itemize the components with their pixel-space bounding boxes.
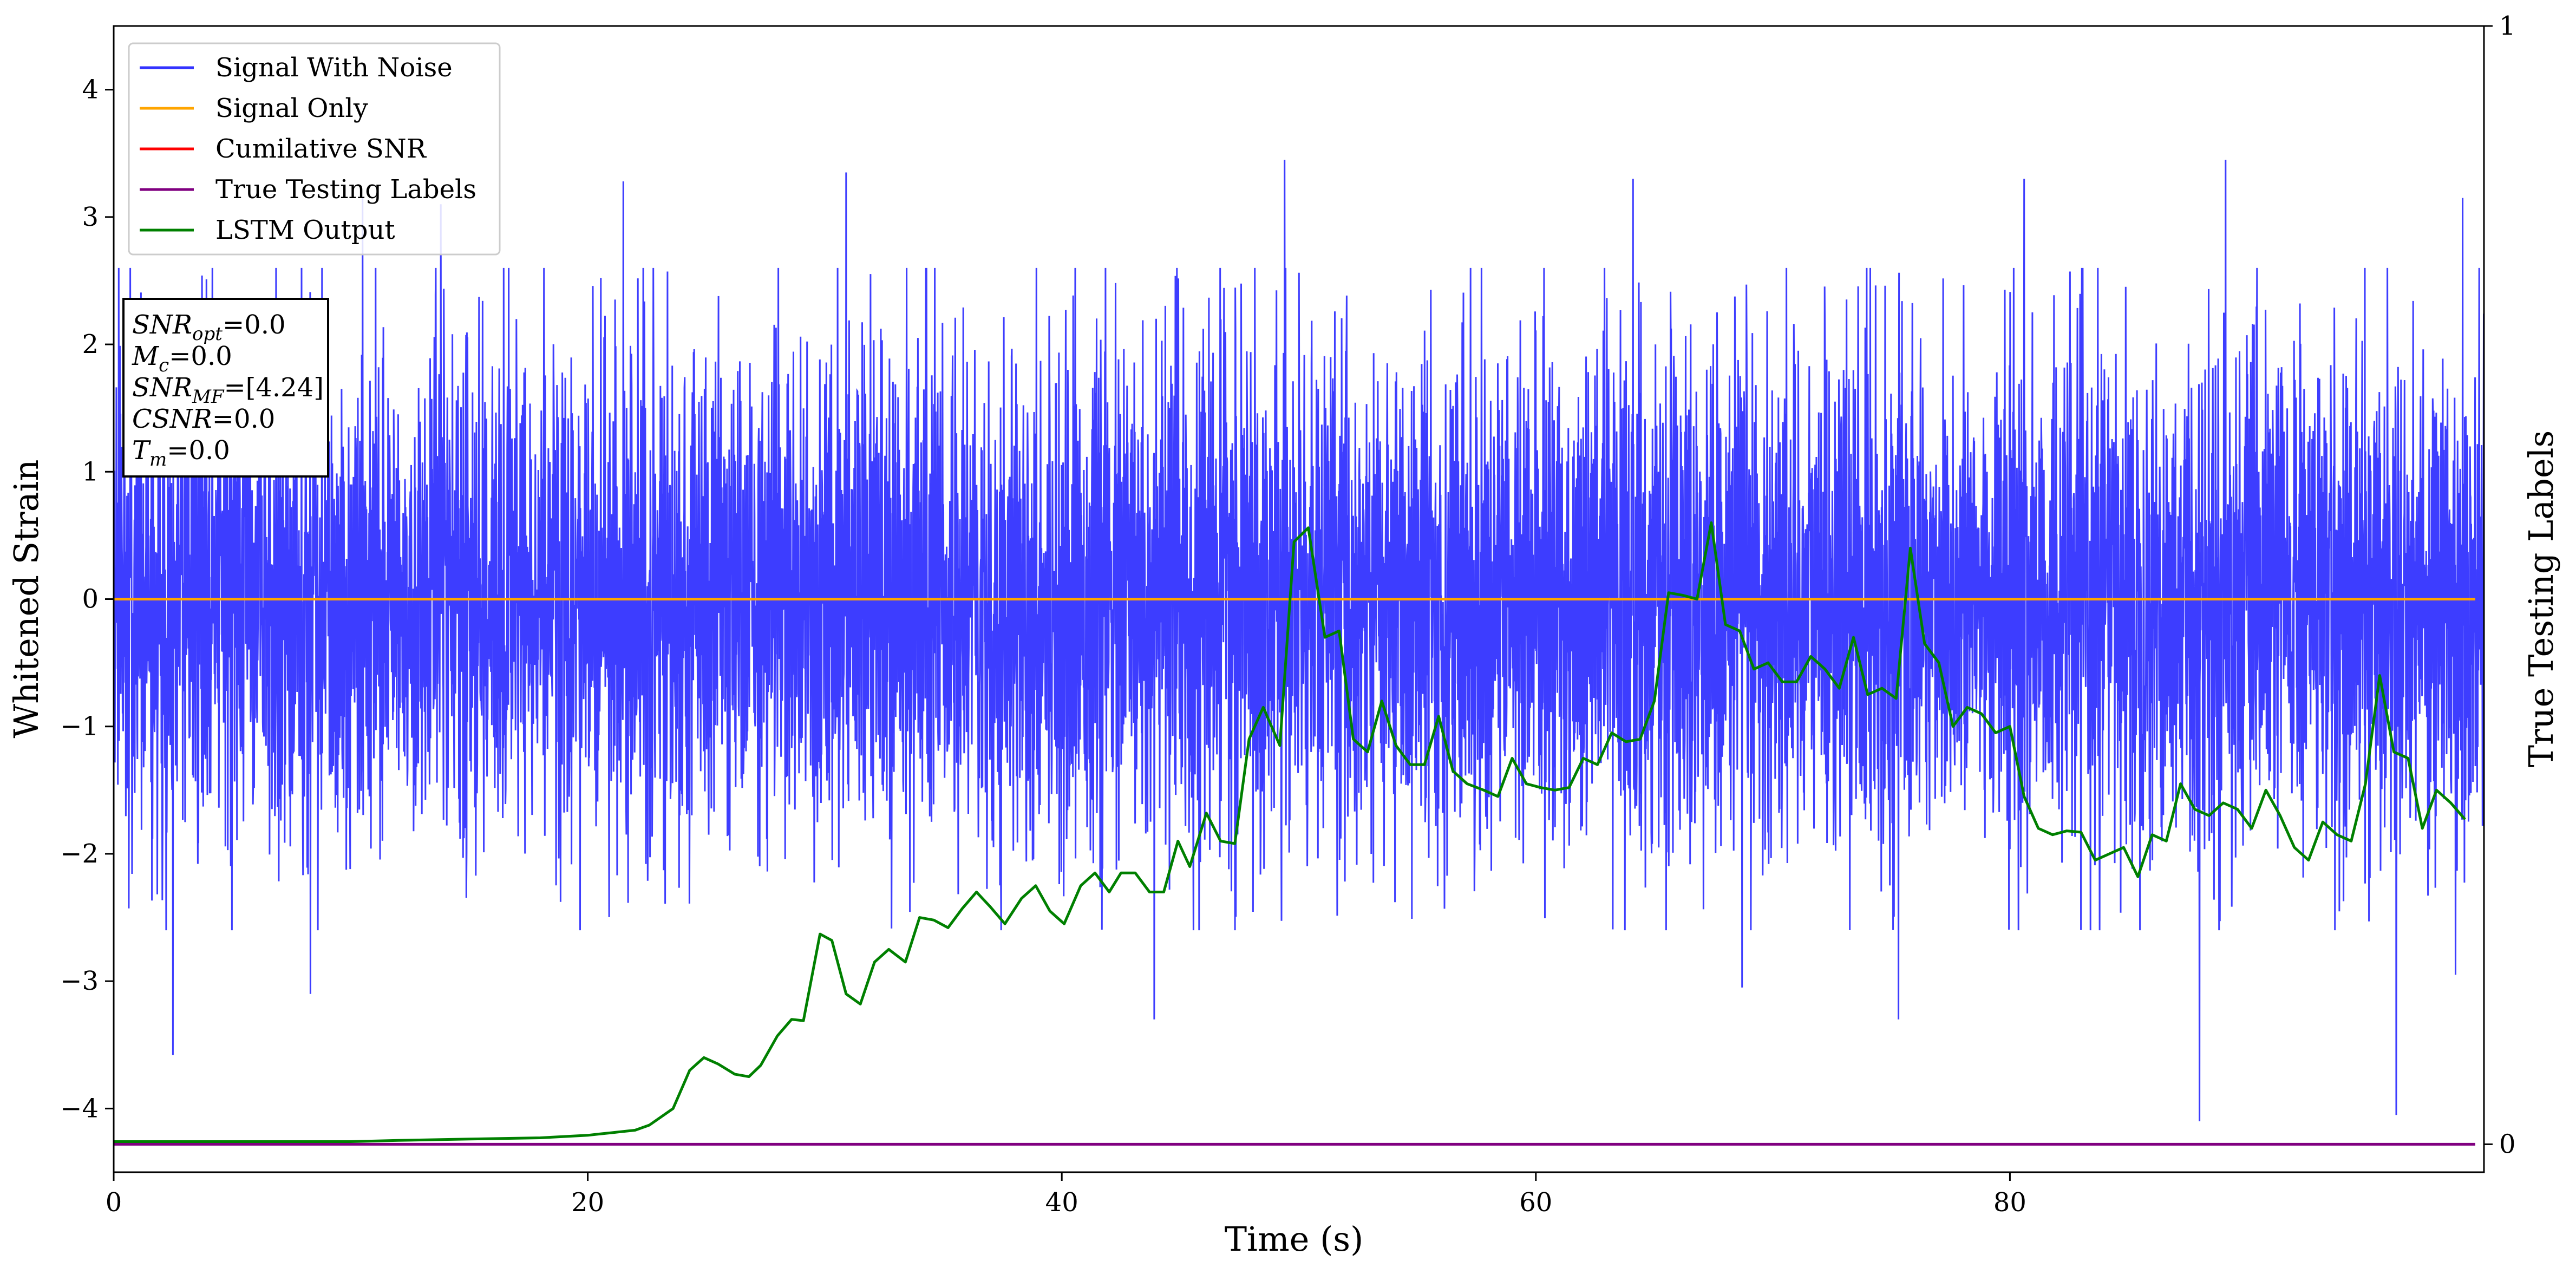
legend-label: Signal With Noise: [215, 53, 453, 83]
legend-label: Cumilative SNR: [215, 134, 427, 164]
y2-tick-label: 1: [2499, 11, 2516, 41]
y-tick-label: 0: [82, 584, 99, 615]
y-tick-label: 3: [82, 202, 99, 232]
y-tick-label: 2: [82, 329, 99, 360]
legend-label: LSTM Output: [215, 215, 395, 245]
y-tick-label: −2: [60, 839, 99, 869]
x-tick-label: 20: [571, 1187, 604, 1218]
y-tick-label: 4: [82, 75, 99, 105]
y-tick-label: −3: [60, 966, 99, 996]
x-axis-label: Time (s): [1225, 1219, 1364, 1259]
y-tick-label: −1: [60, 711, 99, 742]
x-axis: 0 20 40 60 80: [106, 1172, 2026, 1218]
legend-label: True Testing Labels: [215, 174, 476, 205]
annotation-box: SNRopt=0.0Mc=0.0SNRMF=[4.24]CSNR=0.0Tm=0…: [122, 298, 329, 478]
legend: Signal With Noise Signal Only Cumilative S…: [128, 42, 501, 256]
y2-axis-label: True Testing Labels: [2521, 430, 2561, 768]
annotation-line: CSNR=0.0: [132, 404, 275, 434]
y-axis-label: Whitened Strain: [6, 460, 46, 739]
x-tick-label: 0: [106, 1187, 122, 1218]
series-signal-with-noise: [113, 159, 2485, 1121]
y-tick-label: 1: [82, 456, 99, 487]
series-lstm-output: [114, 521, 2466, 1143]
y-axis-right: 10: [2484, 11, 2516, 1159]
annotation-line: Tm=0.0: [132, 435, 230, 471]
plot-layer: [113, 159, 2485, 1146]
annotation-line: Mc=0.0: [132, 341, 232, 376]
x-tick-label: 40: [1045, 1187, 1078, 1218]
legend-frame: [128, 42, 501, 256]
annotation-line: SNRopt=0.0: [132, 310, 286, 345]
x-tick-label: 60: [1519, 1187, 1552, 1218]
annotation-frame: [122, 298, 329, 478]
y2-tick-label: 0: [2499, 1129, 2516, 1159]
y-axis-left: 4 3 2 1 0 −1 −2 −3 −4: [60, 75, 114, 1123]
legend-label: Signal Only: [215, 93, 368, 123]
y-tick-label: −4: [60, 1093, 99, 1123]
x-tick-label: 80: [1993, 1187, 2026, 1218]
annotation-line: SNRMF=[4.24]: [132, 373, 324, 408]
